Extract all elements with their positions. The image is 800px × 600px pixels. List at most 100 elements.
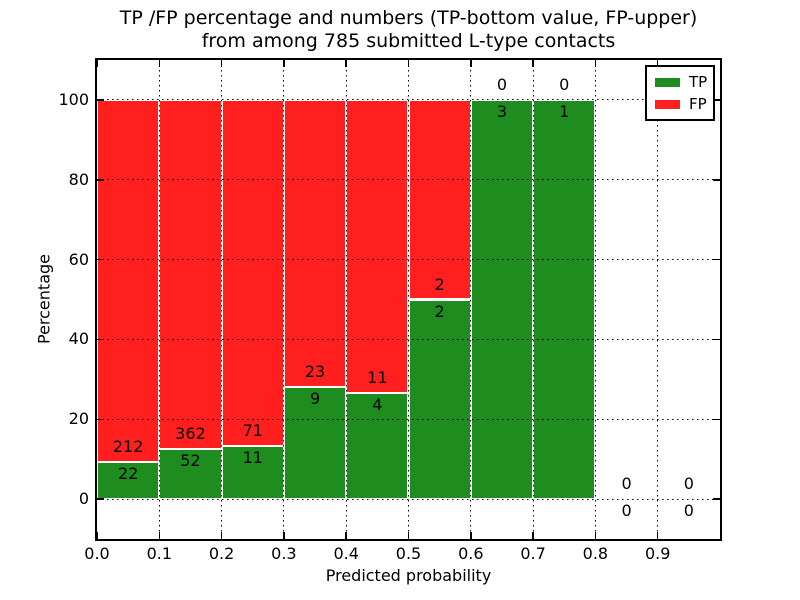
- tp-bar-segment: [346, 392, 409, 500]
- y-tick-left: [97, 99, 104, 101]
- tp-bar-segment: [283, 386, 347, 500]
- y-tick-right: [713, 179, 720, 181]
- y-tick-label: 100: [58, 89, 89, 109]
- tp-bar-segment: [533, 99, 596, 500]
- y-tick-right: [713, 418, 720, 420]
- x-tick-top: [532, 60, 534, 67]
- plot-area: TP FP 212 22 362 52 71 11 23 9 11 4 2 2 0 3 0 1 0 0 0 0: [95, 58, 722, 541]
- tp-count-label: 52: [180, 450, 201, 470]
- v-gridline: [221, 60, 223, 539]
- fp-bar-segment: [221, 99, 284, 446]
- x-tick-bottom: [220, 532, 223, 539]
- y-tick-left: [97, 338, 104, 341]
- tp-bar-segment: [159, 448, 222, 500]
- fp-count-label: 2: [434, 274, 445, 294]
- x-tick-top: [470, 60, 472, 67]
- tp-count-label: 11: [242, 447, 263, 467]
- y-tick-label: 0: [78, 489, 89, 509]
- v-gridline: [594, 60, 596, 539]
- v-gridline: [283, 60, 285, 539]
- x-tick-bottom: [96, 532, 98, 539]
- tp-count-label: 22: [117, 463, 139, 483]
- fp-bar-segment: [159, 99, 222, 449]
- tp-count-label: 0: [683, 501, 694, 521]
- y-tick-label: 80: [68, 169, 89, 189]
- legend-label-tp: TP: [689, 73, 708, 91]
- x-tick-top: [345, 60, 347, 67]
- y-tick-left: [97, 179, 104, 181]
- x-tick-bottom: [656, 532, 659, 539]
- x-tick-label: 0.8: [582, 544, 609, 563]
- v-gridline: [345, 60, 347, 539]
- x-tick-label: 0.1: [146, 544, 173, 563]
- x-tick-label: 0.0: [84, 544, 110, 563]
- chart-title: TP /FP percentage and numbers (TP-bottom…: [95, 7, 722, 53]
- fp-bar-segment: [97, 99, 160, 462]
- fp-count-label: 11: [367, 367, 388, 387]
- fp-color-swatch: [655, 99, 680, 109]
- tp-bar-segment: [97, 461, 160, 500]
- y-tick-right: [713, 258, 720, 261]
- y-tick-left: [97, 258, 104, 261]
- fp-count-label: 212: [112, 436, 144, 456]
- v-gridline: [470, 60, 472, 539]
- fp-count-label: 0: [496, 74, 508, 94]
- x-tick-label: 0.2: [208, 544, 235, 563]
- fp-count-label: 71: [242, 420, 263, 440]
- tp-count-label: 9: [309, 388, 321, 408]
- y-tick-left: [97, 418, 104, 420]
- fp-bar-segment: [408, 99, 471, 300]
- x-tick-top: [283, 60, 285, 67]
- x-tick-top: [594, 60, 597, 67]
- fp-count-label: 362: [175, 423, 206, 443]
- y-tick-label: 20: [68, 409, 89, 429]
- v-gridline: [158, 60, 160, 539]
- v-gridline: [532, 60, 534, 539]
- x-tick-label: 0.6: [458, 544, 484, 563]
- x-tick-top: [96, 60, 98, 67]
- x-tick-bottom: [283, 532, 285, 539]
- x-tick-label: 0.5: [395, 544, 422, 563]
- fp-count-label: 0: [683, 474, 694, 494]
- legend-item-tp: TP: [655, 73, 708, 91]
- x-tick-label: 0.7: [520, 544, 546, 563]
- tp-count-label: 2: [434, 301, 445, 321]
- tp-bar-segment: [221, 445, 284, 500]
- v-gridline: [657, 60, 659, 539]
- tp-count-label: 1: [559, 101, 570, 121]
- x-tick-bottom: [158, 532, 161, 539]
- tp-color-swatch: [655, 77, 680, 87]
- x-tick-label: 0.9: [644, 544, 671, 563]
- chart-title-line1: TP /FP percentage and numbers (TP-bottom…: [119, 7, 698, 29]
- legend-item-fp: FP: [655, 95, 707, 113]
- y-tick-label: 40: [68, 329, 89, 349]
- x-tick-top: [407, 60, 410, 67]
- y-tick-right: [713, 498, 720, 500]
- tp-bar-segment: [470, 99, 534, 500]
- x-tick-bottom: [470, 532, 472, 539]
- x-tick-top: [158, 60, 161, 67]
- fp-bar-segment: [346, 99, 409, 393]
- fp-count-label: 0: [559, 74, 570, 94]
- fp-count-label: 23: [304, 361, 326, 381]
- legend: TP FP: [645, 65, 715, 121]
- x-tick-bottom: [345, 532, 347, 539]
- y-tick-left: [97, 498, 104, 500]
- y-tick-label: 60: [68, 249, 89, 269]
- x-tick-bottom: [594, 532, 597, 539]
- x-tick-top: [656, 60, 659, 67]
- x-tick-label: 0.3: [271, 544, 297, 563]
- fp-count-label: 0: [621, 474, 632, 494]
- chart-title-line2: from among 785 submitted L-type contacts: [201, 30, 616, 52]
- y-tick-right: [713, 99, 720, 101]
- tp-count-label: 3: [496, 101, 508, 121]
- v-gridline: [408, 60, 409, 539]
- x-tick-bottom: [532, 532, 534, 539]
- tp-count-label: 4: [372, 394, 383, 414]
- tp-bar-segment: [408, 299, 471, 500]
- x-axis-label: Predicted probability: [325, 566, 492, 585]
- legend-label-fp: FP: [689, 95, 707, 113]
- tp-count-label: 0: [621, 501, 632, 521]
- fp-bar-segment: [283, 99, 347, 387]
